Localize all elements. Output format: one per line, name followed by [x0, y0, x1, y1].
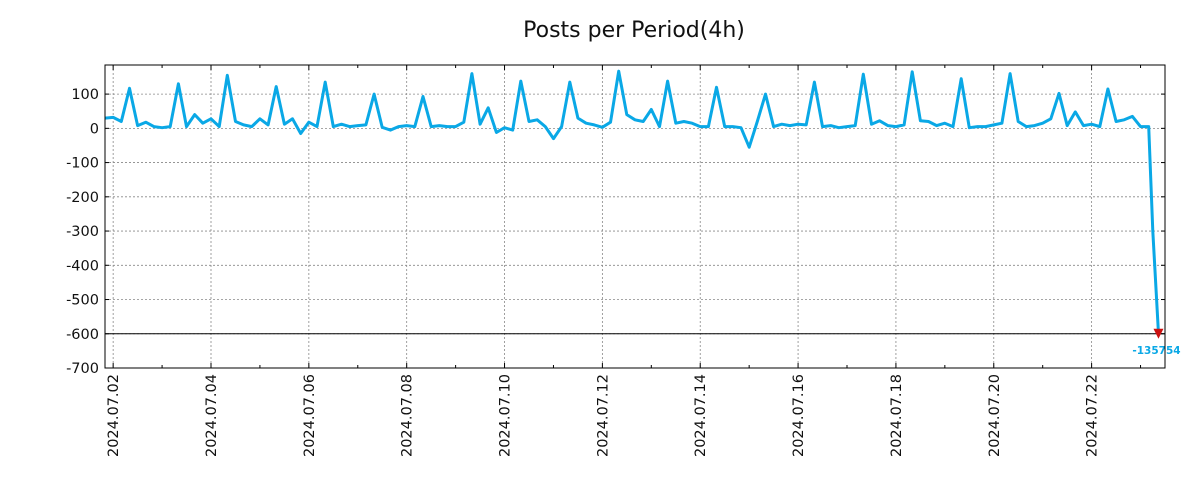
- annotation-label: -135754: [1132, 345, 1180, 357]
- x-axis-tick-labels: 2024.07.02 2024.07.04 2024.07.06 2024.07.08…: [106, 374, 1100, 457]
- x-tick-label: 2024.07.06: [302, 374, 318, 457]
- x-tick-label: 2024.07.10: [498, 374, 514, 457]
- x-tick-label: 2024.07.16: [791, 374, 807, 457]
- y-tick-label: -500: [66, 293, 99, 309]
- grid-lines: [105, 65, 1165, 369]
- end-marker: [1153, 328, 1164, 339]
- y-tick-label: -100: [66, 156, 99, 172]
- y-tick-label: 0: [90, 121, 99, 137]
- plot-frame: [104, 64, 1166, 369]
- x-tick-label: 2024.07.22: [1085, 374, 1101, 457]
- chart-title: Posts per Period(4h): [523, 18, 745, 43]
- x-tick-label: 2024.07.12: [595, 374, 611, 457]
- y-tick-label: 100: [71, 87, 99, 103]
- y-tick-label: -300: [66, 224, 99, 240]
- x-tick-label: 2024.07.20: [987, 374, 1003, 457]
- axis-ticks: [105, 65, 1165, 369]
- x-tick-label: 2024.07.04: [204, 374, 220, 457]
- series-line: [104, 69, 1160, 334]
- y-axis-tick-labels: 100 0 -100 -200 -300 -400 -500 -600 -700: [66, 87, 99, 377]
- x-tick-label: 2024.07.18: [889, 374, 905, 457]
- y-tick-label: -600: [66, 327, 99, 343]
- x-tick-label: 2024.07.08: [400, 374, 416, 457]
- x-tick-label: 2024.07.02: [106, 374, 122, 457]
- y-tick-label: -700: [66, 361, 99, 377]
- y-tick-label: -200: [66, 190, 99, 206]
- x-tick-label: 2024.07.14: [693, 374, 709, 457]
- y-tick-label: -400: [66, 258, 99, 274]
